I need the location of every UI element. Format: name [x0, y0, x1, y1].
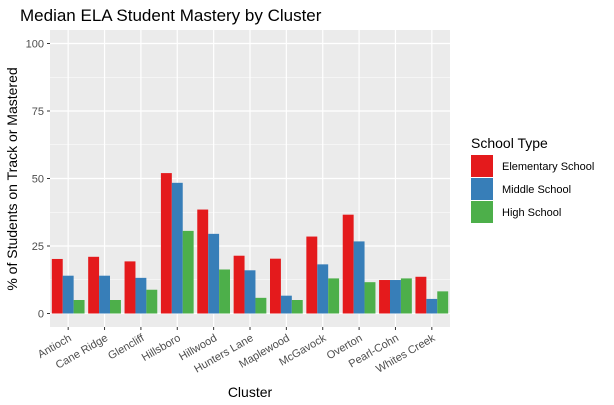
bar-pearl-cohn-elementary-school [379, 280, 390, 314]
y-tick-label: 25 [32, 241, 44, 253]
bar-cane-ridge-elementary-school [88, 256, 100, 314]
bar-hunters-lane-middle-school [244, 270, 256, 314]
legend-key [471, 201, 493, 223]
chart-title: Median ELA Student Mastery by Cluster [20, 6, 322, 25]
bar-hillsboro-high-school [182, 230, 194, 314]
bars [51, 173, 449, 314]
bar-pearl-cohn-high-school [400, 278, 412, 314]
y-tick-label: 75 [32, 106, 44, 118]
bar-hillsboro-elementary-school [160, 173, 172, 314]
bar-mcgavock-high-school [328, 278, 340, 314]
bar-mcgavock-middle-school [317, 264, 329, 314]
bar-glencliff-elementary-school [124, 261, 136, 314]
bar-overton-elementary-school [342, 214, 354, 314]
bar-hillwood-middle-school [208, 233, 220, 314]
bar-overton-high-school [364, 282, 376, 314]
bar-antioch-middle-school [62, 275, 74, 314]
bar-maplewood-high-school [291, 300, 303, 314]
y-axis: 0 25 50 75 100 [26, 39, 50, 321]
bar-mcgavock-elementary-school [306, 236, 318, 314]
bar-whites-creek-elementary-school [415, 276, 427, 314]
bar-hillsboro-middle-school [171, 182, 183, 314]
bar-antioch-high-school [73, 300, 85, 314]
legend-label: Elementary School [502, 161, 594, 173]
bar-cane-ridge-middle-school [99, 275, 110, 314]
bar-hunters-lane-high-school [255, 297, 267, 314]
x-axis-title: Cluster [228, 384, 273, 400]
bar-whites-creek-high-school [437, 291, 449, 314]
legend-title: School Type [471, 135, 548, 151]
y-tick-label: 0 [38, 309, 44, 321]
bar-overton-middle-school [353, 241, 365, 314]
legend: School Type Elementary School Middle Scho… [471, 135, 594, 223]
legend-key [471, 155, 493, 177]
legend-label: Middle School [502, 184, 571, 196]
bar-maplewood-elementary-school [270, 258, 281, 314]
bar-pearl-cohn-middle-school [390, 280, 401, 314]
bar-antioch-elementary-school [51, 258, 63, 314]
bar-glencliff-high-school [146, 289, 158, 314]
bar-whites-creek-middle-school [426, 298, 438, 314]
bar-hillwood-high-school [219, 269, 230, 314]
y-axis-title: % of Students on Track or Mastered [4, 67, 20, 290]
legend-key [471, 178, 493, 200]
x-tick-label: Hillsboro [140, 332, 183, 364]
legend-label: High School [502, 207, 561, 219]
bar-maplewood-middle-school [280, 295, 292, 314]
y-tick-label: 50 [32, 174, 44, 186]
bar-cane-ridge-high-school [110, 300, 121, 314]
bar-glencliff-middle-school [135, 277, 147, 314]
bar-hunters-lane-elementary-school [233, 255, 245, 314]
bar-hillwood-elementary-school [197, 209, 209, 314]
y-tick-label: 100 [26, 39, 44, 51]
